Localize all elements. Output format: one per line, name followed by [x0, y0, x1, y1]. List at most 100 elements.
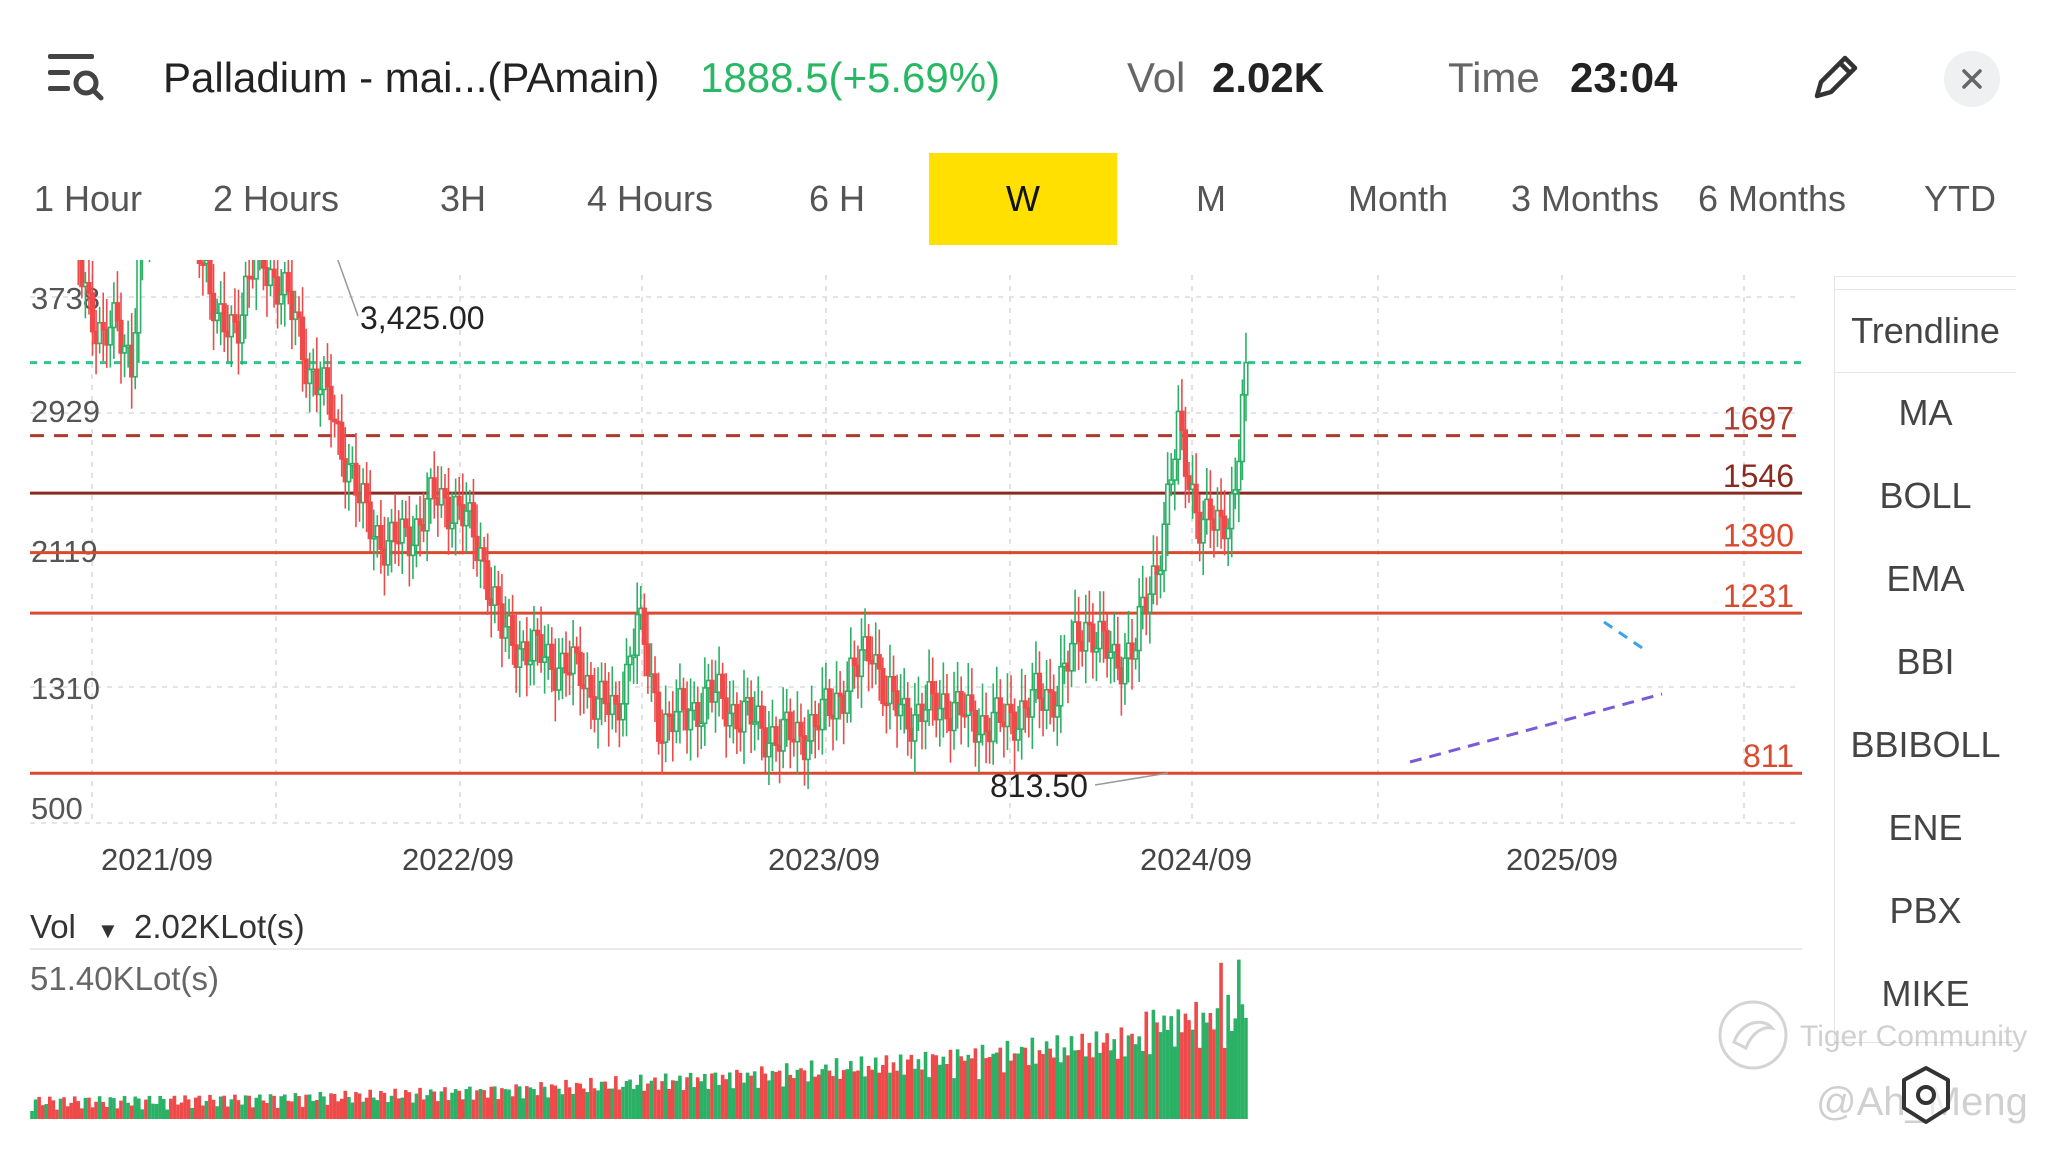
- candle-body: [1100, 620, 1107, 632]
- volume-bar: [90, 1107, 95, 1119]
- tab-w[interactable]: W: [929, 153, 1117, 245]
- volume-bar: [806, 1081, 810, 1119]
- candle-body: [912, 714, 918, 742]
- tab-1-hour[interactable]: 1 Hour: [33, 178, 143, 219]
- indicator-mike[interactable]: MIKE: [1881, 973, 1970, 1014]
- volume-bar: [140, 1109, 145, 1119]
- volume-bar: [610, 1088, 615, 1119]
- tab-m[interactable]: M: [1196, 178, 1226, 219]
- volume-bar: [966, 1054, 971, 1119]
- tab-3h[interactable]: 3H: [439, 178, 487, 219]
- volume-bar: [930, 1054, 935, 1119]
- volume-bar: [845, 1069, 850, 1119]
- candle-body: [894, 690, 900, 717]
- volume-bar: [1187, 1020, 1191, 1119]
- tiger-floating-button[interactable]: [1898, 1064, 1954, 1126]
- tab-month[interactable]: Month: [1347, 178, 1449, 219]
- volume-bar: [293, 1093, 298, 1119]
- candle-body: [463, 510, 469, 527]
- candle-body: [296, 311, 302, 319]
- volume-bar: [133, 1096, 138, 1119]
- indicator-pbx[interactable]: PBX: [1889, 890, 1962, 931]
- volume-bar: [920, 1069, 924, 1119]
- menu-search-button[interactable]: [44, 50, 106, 106]
- volume-bar: [827, 1070, 832, 1119]
- volume-bar: [258, 1094, 262, 1119]
- indicator-bbiboll[interactable]: BBIBOLL: [1850, 724, 2001, 765]
- volume-bar: [589, 1077, 593, 1119]
- tiger-community-logo-icon: [1716, 998, 1790, 1072]
- volume-bar: [1005, 1040, 1010, 1119]
- tab-ytd[interactable]: YTD: [1924, 178, 1996, 219]
- candle-body: [833, 692, 840, 720]
- volume-bar: [692, 1087, 696, 1119]
- volume-bar: [404, 1090, 408, 1119]
- low-annotation-label: 813.50: [990, 768, 1088, 804]
- candle-body: [627, 655, 633, 666]
- candle-body: [1051, 691, 1057, 718]
- volume-bar: [528, 1087, 533, 1119]
- volume-bar: [1119, 1027, 1124, 1119]
- candle-body: [289, 290, 295, 321]
- volume-indicator-selector[interactable]: Vol ▼ 2.02KLot(s): [30, 908, 305, 946]
- tab-6-h[interactable]: 6 H: [808, 178, 866, 219]
- volume-bar: [37, 1096, 41, 1119]
- candle-body: [759, 705, 765, 729]
- indicator-trendline[interactable]: Trendline: [1835, 289, 2016, 373]
- candle-body: [1044, 688, 1050, 711]
- volume-bar: [80, 1108, 84, 1119]
- volume-bar: [987, 1056, 992, 1119]
- tab-4-hours[interactable]: 4 Hours: [586, 178, 714, 219]
- y-tick-label: 500: [31, 791, 83, 826]
- candle-body: [253, 260, 259, 280]
- tab-2-hours[interactable]: 2 Hours: [212, 178, 340, 219]
- volume-bar: [1034, 1063, 1038, 1119]
- candle-body: [570, 646, 576, 675]
- volume-bar: [624, 1081, 629, 1119]
- candle-body: [990, 711, 996, 743]
- candle-body: [1172, 458, 1178, 481]
- volume-bar: [831, 1076, 835, 1119]
- candle-body: [663, 713, 669, 743]
- volume-bar: [649, 1080, 654, 1119]
- indicator-ene[interactable]: ENE: [1888, 807, 1963, 848]
- volume-bar: [161, 1098, 166, 1119]
- candle-body: [812, 714, 818, 728]
- edit-button[interactable]: [1805, 48, 1865, 108]
- volume-bar: [784, 1063, 789, 1119]
- volume-bar: [542, 1086, 547, 1119]
- indicator-panel: Trendline MA BOLL EMA BBI BBIBOLL ENE PBX MIKE: [1834, 276, 2016, 1043]
- volume-bar: [1059, 1062, 1063, 1119]
- volume-bar: [347, 1096, 351, 1119]
- volume-bar: [62, 1097, 66, 1119]
- indicator-boll[interactable]: BOLL: [1879, 475, 1972, 516]
- volume-bar: [179, 1102, 184, 1119]
- candle-body: [1076, 621, 1082, 643]
- candle-body: [79, 260, 85, 288]
- indicator-ma[interactable]: MA: [1898, 392, 1953, 433]
- tab-6-months[interactable]: 6 Months: [1697, 178, 1847, 219]
- volume-bar: [970, 1058, 974, 1119]
- tab-3-months[interactable]: 3 Months: [1510, 178, 1660, 219]
- candle-body: [673, 710, 679, 733]
- candle-body: [930, 681, 936, 695]
- volume-bar: [475, 1090, 479, 1119]
- volume-bar: [884, 1055, 889, 1119]
- volume-bar: [877, 1072, 882, 1119]
- candle-body: [1179, 410, 1185, 431]
- indicator-bbi[interactable]: BBI: [1896, 641, 1955, 682]
- volume-bar: [1101, 1042, 1106, 1119]
- volume-bar: [941, 1056, 946, 1119]
- candle-body: [385, 540, 391, 566]
- candle-body: [442, 488, 448, 499]
- volume-bar: [888, 1072, 892, 1119]
- volume-bar: [774, 1071, 778, 1119]
- volume-bar: [635, 1084, 639, 1119]
- close-button[interactable]: [1944, 51, 2000, 107]
- symbol-title: Palladium - mai...(PAmain): [163, 54, 660, 101]
- volume-bar: [254, 1097, 259, 1119]
- volume-bar: [596, 1090, 600, 1119]
- indicator-ema[interactable]: EMA: [1886, 558, 1965, 599]
- volume-bar: [261, 1100, 266, 1119]
